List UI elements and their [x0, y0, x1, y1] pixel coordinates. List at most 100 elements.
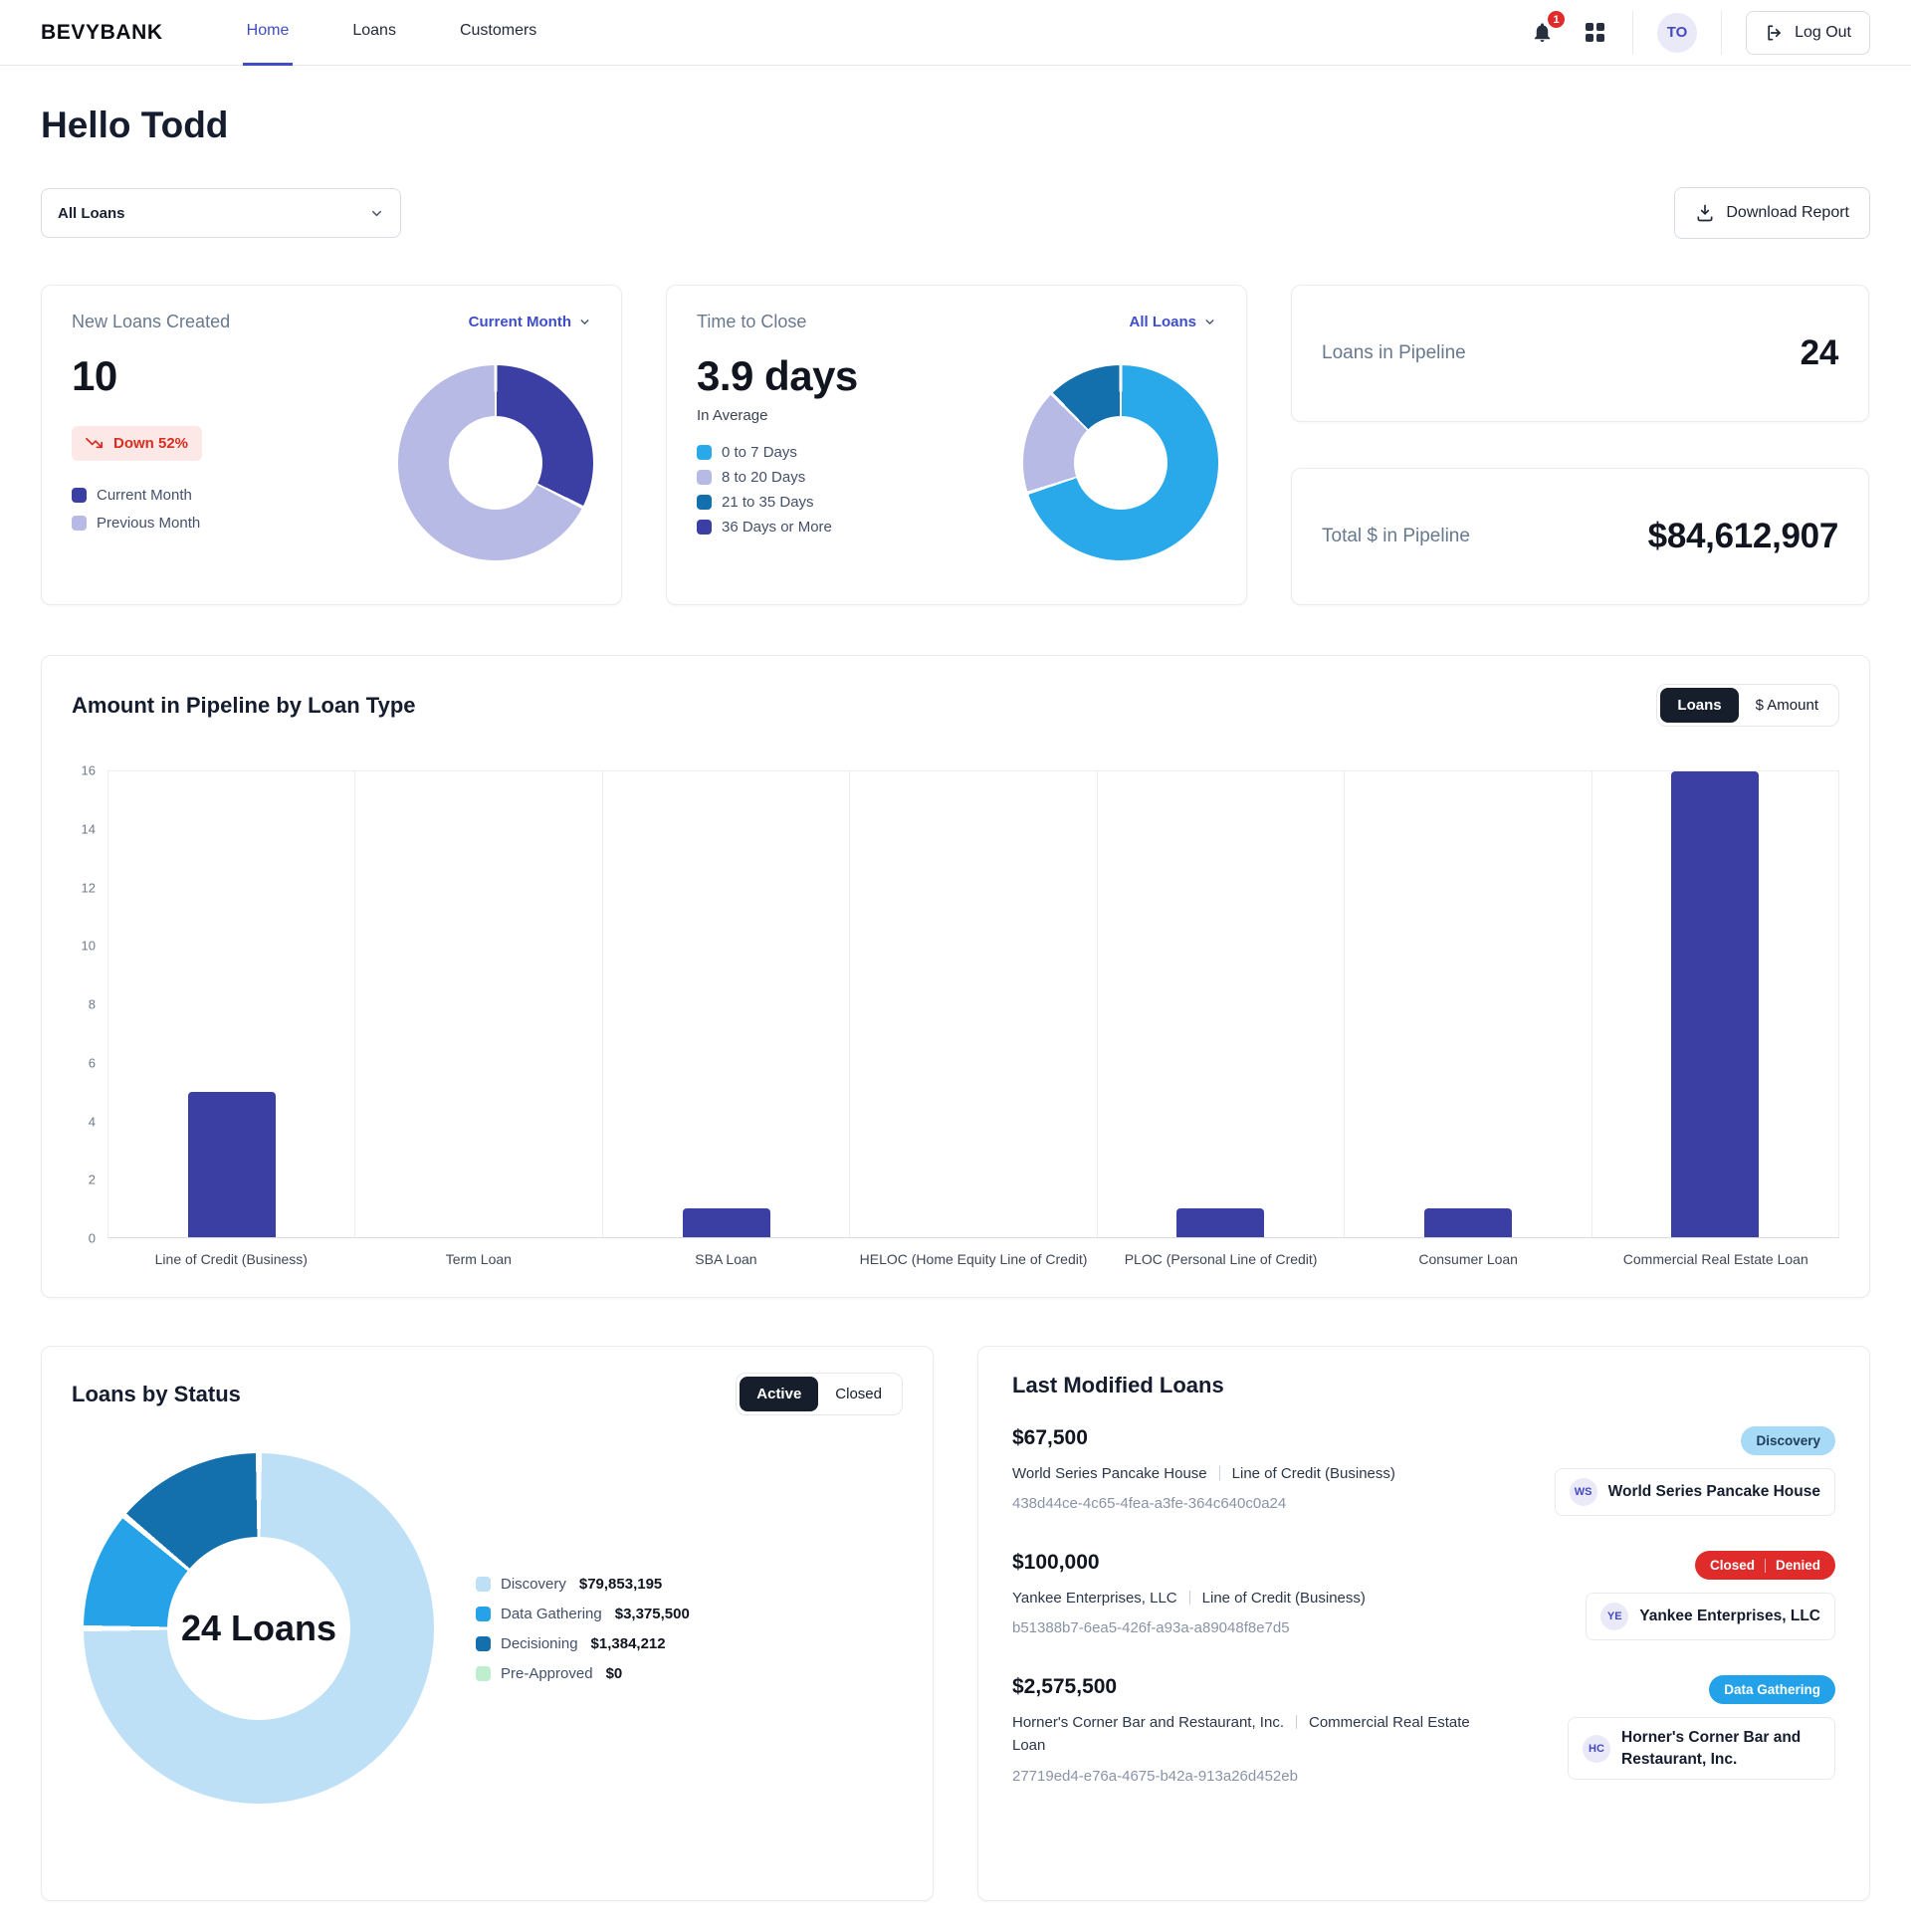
x-axis-label: PLOC (Personal Line of Credit) — [1124, 1251, 1318, 1267]
legend-item: Discovery $79,853,195 — [476, 1576, 690, 1593]
loan-filter-select[interactable]: All Loans — [41, 188, 401, 238]
chart-column — [1591, 771, 1839, 1237]
legend-swatch — [72, 488, 87, 503]
nav-item-home[interactable]: Home — [242, 0, 294, 66]
donut-hole — [1074, 416, 1168, 510]
loans-in-pipeline-card: Loans in Pipeline 24 — [1291, 285, 1869, 422]
new-loans-value: 10 — [72, 352, 117, 399]
total-pipeline-value: $84,612,907 — [1647, 517, 1839, 555]
toggle-closed[interactable]: Closed — [818, 1377, 899, 1411]
legend-swatch — [476, 1665, 491, 1681]
section-title: Loans by Status — [72, 1381, 241, 1406]
nav-item-customers[interactable]: Customers — [459, 22, 537, 39]
meta-divider — [1296, 1715, 1297, 1729]
kpi-cards-row: New Loans Created Current Month 10 Down … — [41, 285, 1870, 605]
company-chip[interactable]: HC Horner's Corner Bar and Restaurant, In… — [1568, 1717, 1835, 1781]
time-to-close-card: Time to Close All Loans 3.9 days In Aver… — [666, 285, 1247, 605]
chart-column — [601, 771, 849, 1237]
main-nav: Home Loans Customers — [242, 0, 597, 66]
notifications-button[interactable]: 1 — [1527, 11, 1566, 48]
loan-side: Closed Denied YE Yankee Enterprises, LLC — [1586, 1551, 1835, 1640]
time-to-close-value: 3.9 days — [697, 352, 858, 399]
bar — [682, 1207, 770, 1237]
status-badge: Data Gathering — [1709, 1675, 1835, 1704]
borrower-name: Yankee Enterprises, LLC — [1012, 1590, 1177, 1607]
legend-swatch — [476, 1576, 491, 1592]
apps-menu-button[interactable] — [1582, 19, 1608, 46]
top-navigation: BEVYBANK Home Loans Customers 1 TO Log O… — [0, 0, 1911, 66]
loans-in-pipeline-value: 24 — [1800, 333, 1839, 372]
legend-amount: $0 — [605, 1664, 623, 1682]
dashboard-page: Hello Todd All Loans Download Report New… — [0, 104, 1911, 1931]
card-title: New Loans Created — [72, 312, 231, 331]
legend-swatch — [476, 1635, 491, 1651]
status-badge: Closed Denied — [1694, 1551, 1835, 1580]
company-name: World Series Pancake House — [1607, 1483, 1820, 1501]
legend-swatch — [72, 516, 87, 531]
badge-divider — [1764, 1558, 1766, 1573]
chart-column — [354, 771, 601, 1237]
download-report-button[interactable]: Download Report — [1674, 187, 1870, 239]
donut-hole: 24 Loans — [167, 1537, 350, 1720]
legend-label: 21 to 35 Days — [722, 494, 814, 511]
company-avatar: YE — [1600, 1603, 1629, 1630]
legend-label: Discovery — [501, 1575, 566, 1593]
y-axis-tick: 14 — [81, 821, 96, 837]
status-badge: Discovery — [1741, 1426, 1835, 1455]
loans-filter-selector[interactable]: All Loans — [1129, 314, 1216, 330]
bar-chart: 0 2 4 6 8 10 12 14 16 — [72, 763, 1839, 1246]
y-axis-tick: 8 — [88, 996, 96, 1012]
x-axis-labels: Line of Credit (Business) Term Loan SBA Lo… — [107, 1251, 1839, 1267]
donut-center-label: 24 Loans — [180, 1608, 337, 1648]
bar — [1671, 771, 1760, 1237]
meta-divider — [1218, 1466, 1220, 1480]
legend-label: Data Gathering — [501, 1605, 602, 1622]
y-axis-tick: 12 — [81, 880, 96, 895]
loan-row: $2,575,500 Horner's Corner Bar and Restau… — [1012, 1675, 1835, 1785]
new-loans-created-card: New Loans Created Current Month 10 Down … — [41, 285, 622, 605]
legend-item: Decisioning $1,384,212 — [476, 1635, 690, 1652]
toggle-active[interactable]: Active — [740, 1377, 819, 1411]
time-to-close-subtitle: In Average — [697, 407, 768, 424]
y-axis-tick: 4 — [88, 1114, 96, 1129]
legend-item: 21 to 35 Days — [697, 494, 1216, 511]
legend-label: Pre-Approved — [501, 1664, 593, 1682]
donut-hole — [449, 416, 542, 510]
loan-uuid: 27719ed4-e76a-4675-b42a-913a26d452eb — [1012, 1767, 1298, 1785]
trending-down-icon — [86, 437, 105, 450]
company-chip[interactable]: YE Yankee Enterprises, LLC — [1586, 1593, 1835, 1640]
period-selector[interactable]: Current Month — [469, 314, 591, 330]
loan-list: $67,500 World Series Pancake House Line of… — [1012, 1426, 1835, 1785]
legend-item: Current Month — [72, 487, 591, 504]
legend-amount: $79,853,195 — [578, 1575, 663, 1593]
y-axis-tick: 0 — [88, 1230, 96, 1246]
y-axis-tick: 10 — [81, 938, 96, 954]
x-axis-label: Commercial Real Estate Loan — [1622, 1251, 1808, 1267]
y-axis-tick: 16 — [81, 762, 96, 778]
bell-icon — [1531, 21, 1554, 44]
x-axis-label: Term Loan — [445, 1251, 512, 1267]
time-to-close-legend: 0 to 7 Days 8 to 20 Days 21 to 35 Days 36 D… — [697, 444, 1216, 536]
loan-meta: World Series Pancake House Line of Credit… — [1012, 1462, 1395, 1485]
toggle-loans[interactable]: Loans — [1660, 688, 1739, 723]
logout-button[interactable]: Log Out — [1746, 10, 1870, 55]
nav-divider — [1721, 10, 1723, 55]
legend-swatch — [476, 1606, 491, 1621]
logout-icon — [1765, 23, 1785, 43]
meta-divider — [1188, 1591, 1190, 1605]
loan-amount: $100,000 — [1012, 1551, 1100, 1574]
loan-type: Line of Credit (Business) — [1231, 1465, 1395, 1482]
toggle-amount[interactable]: $ Amount — [1739, 688, 1835, 723]
legend-label: Current Month — [97, 487, 192, 504]
legend-swatch — [697, 520, 712, 535]
legend-label: 36 Days or More — [722, 519, 832, 536]
nav-item-loans[interactable]: Loans — [352, 22, 396, 39]
bottom-row: Loans by Status Active Closed 24 Loans D… — [41, 1346, 1870, 1901]
x-axis-label: Line of Credit (Business) — [154, 1251, 308, 1267]
legend-item: Pre-Approved $0 — [476, 1665, 690, 1682]
legend-swatch — [697, 495, 712, 510]
company-chip[interactable]: WS World Series Pancake House — [1554, 1468, 1835, 1516]
chart-column — [1096, 771, 1344, 1237]
grid-icon — [1586, 23, 1605, 42]
user-avatar[interactable]: TO — [1657, 12, 1698, 53]
